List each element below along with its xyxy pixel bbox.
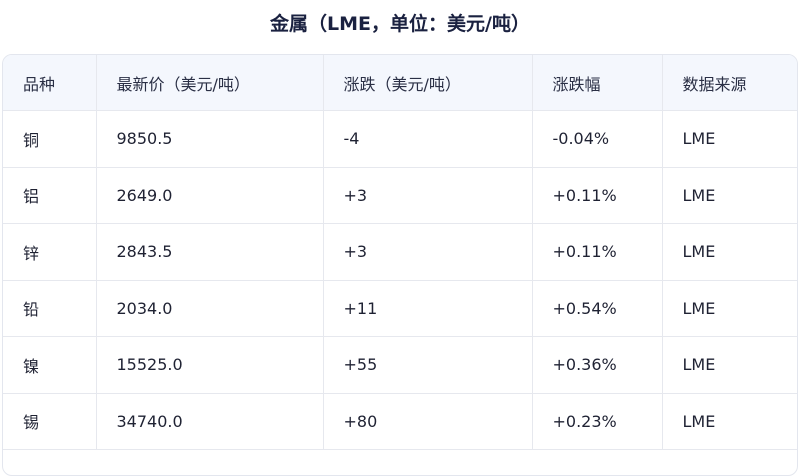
table-cell: LME <box>662 280 797 337</box>
table-row: 锌 2843.5 +3 +0.11% LME <box>3 223 797 281</box>
table-cell: LME <box>662 110 797 168</box>
table-cell: 2843.5 <box>96 223 324 281</box>
column-header: 涨跌（美元/吨） <box>323 55 533 111</box>
table-cell: +0.23% <box>532 393 663 450</box>
table-cell: -0.04% <box>532 110 663 168</box>
table-cell: +0.11% <box>532 167 663 224</box>
table-cell: +3 <box>323 167 533 224</box>
table-cell: +0.11% <box>532 223 663 281</box>
table-cell: +11 <box>323 280 533 337</box>
table-cell: 镍 <box>3 336 97 394</box>
table-cell: 9850.5 <box>96 110 324 168</box>
column-header: 品种 <box>3 55 97 111</box>
table-cell: 34740.0 <box>96 393 324 450</box>
table-cell: 锡 <box>3 393 97 450</box>
table-cell: LME <box>662 336 797 394</box>
table-row: 锡 34740.0 +80 +0.23% LME <box>3 393 797 450</box>
table-cell: 15525.0 <box>96 336 324 394</box>
table-cell: LME <box>662 223 797 281</box>
table-cell: LME <box>662 393 797 450</box>
header-row: 品种 最新价（美元/吨） 涨跌（美元/吨） 涨跌幅 数据来源 <box>3 55 797 111</box>
table-cell: +0.54% <box>532 280 663 337</box>
table-cell: 2034.0 <box>96 280 324 337</box>
column-header: 最新价（美元/吨） <box>96 55 324 111</box>
table-row: 铅 2034.0 +11 +0.54% LME <box>3 280 797 337</box>
table-body: 铜 9850.5 -4 -0.04% LME 铝 2649.0 +3 +0.11% LME 锌 284… <box>3 110 797 450</box>
table-cell: 铜 <box>3 110 97 168</box>
table-cell: 2649.0 <box>96 167 324 224</box>
table-row: 铜 9850.5 -4 -0.04% LME <box>3 110 797 168</box>
table-row: 铝 2649.0 +3 +0.11% LME <box>3 167 797 224</box>
table-cell: 锌 <box>3 223 97 281</box>
table-cell: LME <box>662 167 797 224</box>
column-header: 数据来源 <box>662 55 797 111</box>
table-cell: +3 <box>323 223 533 281</box>
table-cell: +0.36% <box>532 336 663 394</box>
table-container: 品种 最新价（美元/吨） 涨跌（美元/吨） 涨跌幅 数据来源 铜 9850.5 -4 -0.0… <box>2 54 798 476</box>
table-row: 镍 15525.0 +55 +0.36% LME <box>3 336 797 394</box>
table-cell: +80 <box>323 393 533 450</box>
table-cell: -4 <box>323 110 533 168</box>
page: 金属（LME，单位：美元/吨） 品种 最新价（美元/吨） 涨跌（美元/吨） 涨跌幅 数据… <box>2 13 798 476</box>
table-cell: +55 <box>323 336 533 394</box>
table-cell: 铅 <box>3 280 97 337</box>
table-cell: 铝 <box>3 167 97 224</box>
table: 品种 最新价（美元/吨） 涨跌（美元/吨） 涨跌幅 数据来源 铜 9850.5 -4 -0.0… <box>3 55 797 450</box>
title: 金属（LME，单位：美元/吨） <box>270 13 530 35</box>
column-header: 涨跌幅 <box>532 55 663 111</box>
